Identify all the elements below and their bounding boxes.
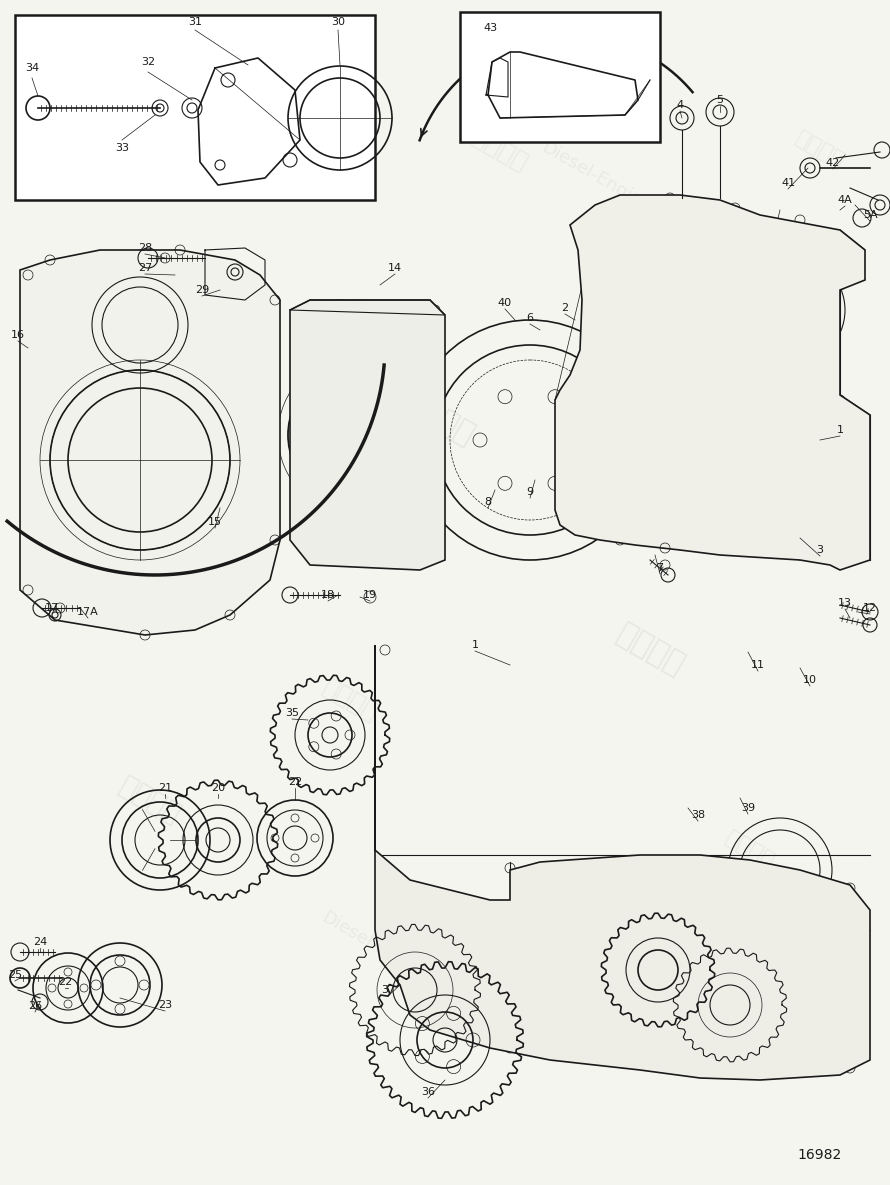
- Polygon shape: [375, 645, 870, 1080]
- Text: Diesel-Engines: Diesel-Engines: [133, 456, 267, 544]
- Text: 38: 38: [691, 811, 705, 820]
- Text: 30: 30: [331, 17, 345, 27]
- Text: 22: 22: [58, 976, 72, 987]
- Text: 18: 18: [321, 590, 335, 600]
- Text: 12: 12: [863, 603, 877, 613]
- Text: Diesel-Engines: Diesel-Engines: [318, 909, 442, 991]
- Text: 28: 28: [138, 243, 152, 254]
- Text: 25: 25: [8, 971, 22, 980]
- Text: 装发动力: 装发动力: [468, 124, 532, 175]
- Text: 4: 4: [676, 100, 684, 110]
- Text: 5A: 5A: [862, 210, 878, 220]
- Bar: [460, 12, 660, 142]
- Text: 37: 37: [381, 985, 395, 995]
- Polygon shape: [290, 300, 445, 570]
- Text: Diesel-Engines: Diesel-Engines: [538, 139, 662, 222]
- Text: 24: 24: [33, 937, 47, 947]
- Text: 2: 2: [562, 303, 569, 313]
- Text: 17A: 17A: [77, 607, 99, 617]
- Text: 装发动力: 装发动力: [611, 620, 689, 681]
- Text: 动力: 动力: [81, 582, 119, 617]
- Text: 装发动力: 装发动力: [722, 828, 778, 872]
- Text: 21: 21: [158, 783, 172, 793]
- Text: 6: 6: [527, 313, 533, 324]
- Text: 9: 9: [527, 487, 534, 497]
- Text: 26: 26: [28, 1001, 42, 1011]
- Text: 11: 11: [751, 660, 765, 670]
- Text: 1: 1: [837, 425, 844, 435]
- Text: 7: 7: [657, 563, 664, 574]
- Text: 10: 10: [803, 675, 817, 685]
- Text: 33: 33: [115, 143, 129, 153]
- Text: 36: 36: [421, 1087, 435, 1097]
- Text: 3: 3: [816, 545, 823, 555]
- Text: 14: 14: [388, 263, 402, 273]
- Text: 装发动力: 装发动力: [52, 128, 109, 172]
- Text: 1: 1: [472, 640, 479, 651]
- Text: 装发动力: 装发动力: [318, 674, 382, 725]
- Text: 40: 40: [498, 297, 512, 308]
- Bar: [15, 15, 375, 200]
- Text: 5: 5: [716, 95, 724, 105]
- Text: 27: 27: [138, 263, 152, 273]
- Text: 4A: 4A: [837, 196, 853, 205]
- Polygon shape: [20, 250, 280, 635]
- Text: 32: 32: [141, 57, 155, 68]
- Text: 39: 39: [741, 803, 755, 813]
- Text: 装发动力: 装发动力: [401, 389, 479, 450]
- Text: 16982: 16982: [797, 1148, 842, 1162]
- Text: 29: 29: [195, 286, 209, 295]
- Text: 35: 35: [285, 707, 299, 718]
- Text: 42: 42: [826, 158, 840, 168]
- Text: 22: 22: [287, 777, 302, 787]
- Text: 34: 34: [25, 63, 39, 73]
- Text: 装发动力: 装发动力: [792, 128, 848, 172]
- Text: 20: 20: [211, 783, 225, 793]
- Text: 16: 16: [11, 329, 25, 340]
- Text: 43: 43: [483, 23, 497, 33]
- Text: 8: 8: [484, 497, 491, 507]
- Text: Diesel-Engines: Diesel-Engines: [618, 309, 742, 391]
- Text: 23: 23: [158, 1000, 172, 1010]
- Text: 19: 19: [363, 590, 377, 600]
- Text: 17: 17: [44, 603, 59, 613]
- Polygon shape: [555, 196, 870, 570]
- Text: 31: 31: [188, 17, 202, 27]
- Text: 41: 41: [781, 178, 795, 188]
- Text: 13: 13: [838, 598, 852, 608]
- Text: 15: 15: [208, 517, 222, 527]
- Text: 装发动力: 装发动力: [114, 771, 186, 828]
